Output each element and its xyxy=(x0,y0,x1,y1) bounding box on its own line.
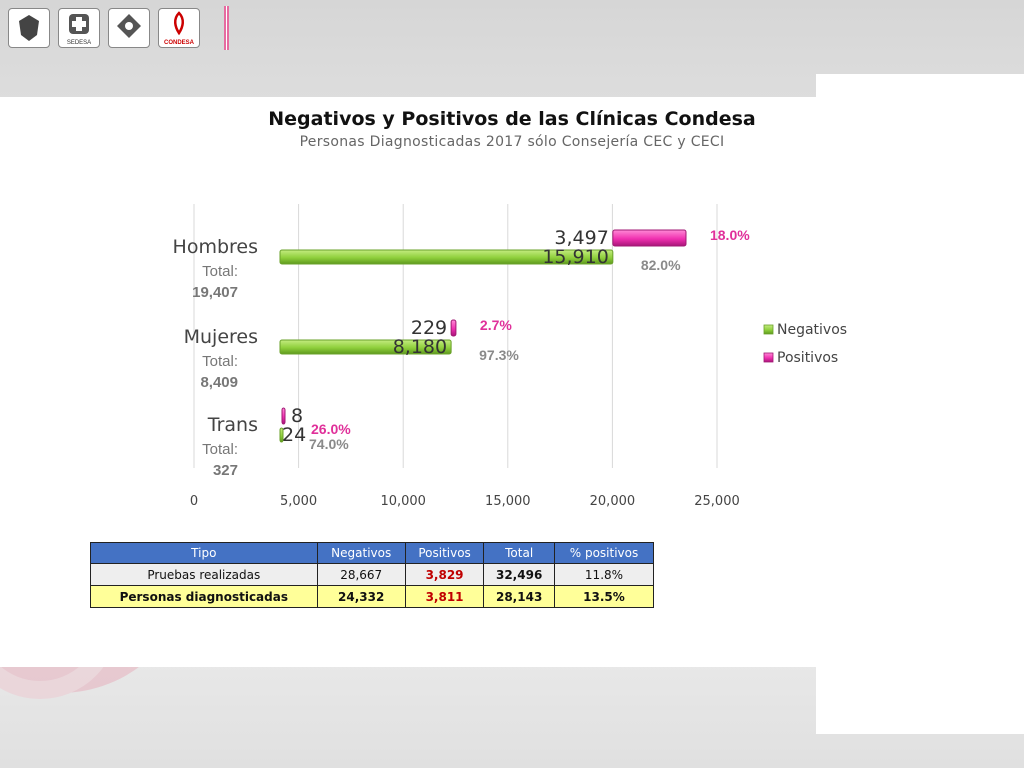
value-label-negativos: 24 xyxy=(282,424,306,446)
x-tick-label: 10,000 xyxy=(380,494,426,509)
pct-label-negativos: 74.0% xyxy=(309,436,349,452)
table-row: Pruebas realizadas 28,667 3,829 32,496 1… xyxy=(90,563,655,586)
table-header-negativos: Negativos xyxy=(316,542,406,564)
value-label-positivos: 229 xyxy=(411,317,447,339)
table-header-positivos: Positivos xyxy=(404,542,485,564)
table-cell-positivos: 3,829 xyxy=(404,563,485,586)
table-cell-tipo: Pruebas realizadas xyxy=(90,563,318,586)
health-institute-logo xyxy=(108,8,150,48)
chart-subtitle: Personas Diagnosticadas 2017 sólo Consej… xyxy=(299,134,725,150)
condesa-logo-text: CONDESA xyxy=(163,40,194,46)
pct-label-positivos: 2.7% xyxy=(480,317,512,333)
legend-label-positivos: Positivos xyxy=(777,350,838,366)
condesa-clinic-logo: CONDESA xyxy=(158,8,200,48)
x-tick-label: 0 xyxy=(190,494,198,509)
table-cell-total: 32,496 xyxy=(483,563,555,586)
table-cell-pct-positivos: 11.8% xyxy=(553,563,655,586)
table-cell-tipo: Personas diagnosticadas xyxy=(90,585,318,608)
government-seal-logo xyxy=(8,8,50,48)
chart-bars xyxy=(279,229,687,443)
bar-negativos xyxy=(279,249,614,265)
pct-label-negativos: 97.3% xyxy=(479,347,519,363)
x-tick-label: 15,000 xyxy=(485,494,531,509)
bar-positivos xyxy=(450,319,457,337)
chart-title: Negativos y Positivos de las Clínicas Co… xyxy=(268,108,756,130)
category-total-label: Total: xyxy=(202,441,238,458)
bar-positivos xyxy=(612,229,687,247)
bar-negativos xyxy=(279,427,284,443)
value-label-negativos: 15,910 xyxy=(542,246,608,268)
pct-label-positivos: 26.0% xyxy=(311,421,351,437)
table-header-pct-positivos: % positivos xyxy=(553,542,655,564)
pct-label-positivos: 18.0% xyxy=(710,227,750,243)
slide-panel-right xyxy=(816,74,1024,734)
chart-gridlines xyxy=(193,204,718,468)
x-tick-label: 25,000 xyxy=(694,494,740,509)
category-label: Hombres xyxy=(173,236,258,258)
legend-label-negativos: Negativos xyxy=(777,322,847,338)
value-label-positivos: 3,497 xyxy=(554,227,608,249)
header-accent-bar xyxy=(224,6,229,50)
legend-swatch-negativos xyxy=(763,324,774,335)
table-header-row: Tipo Negativos Positivos Total % positiv… xyxy=(90,542,655,564)
table-cell-negativos: 28,667 xyxy=(316,563,406,586)
x-tick-label: 5,000 xyxy=(280,494,317,509)
table-header-total: Total xyxy=(483,542,555,564)
table-cell-negativos: 24,332 xyxy=(316,585,406,608)
category-total-label: Total: xyxy=(202,353,238,370)
table-row-highlighted: Personas diagnosticadas 24,332 3,811 28,… xyxy=(90,585,655,608)
category-total-label: Total: xyxy=(202,263,238,280)
sedesa-logo: SEDESA xyxy=(58,8,100,48)
category-total-value: 8,409 xyxy=(200,374,238,391)
category-label: Mujeres xyxy=(184,326,258,348)
chart-legend: Negativos Positivos xyxy=(763,322,847,366)
sedesa-logo-text: SEDESA xyxy=(66,40,92,46)
category-label: Trans xyxy=(207,414,258,436)
category-total-value: 19,407 xyxy=(192,284,238,301)
table-header-tipo: Tipo xyxy=(90,542,318,564)
table-cell-positivos: 3,811 xyxy=(404,585,485,608)
bar-negativos xyxy=(279,339,452,355)
table-cell-total: 28,143 xyxy=(483,585,555,608)
value-label-negativos: 8,180 xyxy=(393,336,447,358)
pct-label-negativos: 82.0% xyxy=(641,257,681,273)
summary-table: Tipo Negativos Positivos Total % positiv… xyxy=(90,542,655,608)
legend-swatch-positivos xyxy=(763,352,774,363)
table-cell-pct-positivos: 13.5% xyxy=(553,585,655,608)
value-label-positivos: 8 xyxy=(291,405,303,427)
header-logos: SEDESA CONDESA xyxy=(8,6,229,50)
category-total-value: 327 xyxy=(213,462,238,479)
x-tick-label: 20,000 xyxy=(590,494,636,509)
bar-positivos xyxy=(281,407,286,425)
x-axis-ticks: 0 5,000 10,000 15,000 20,000 25,000 xyxy=(190,494,740,509)
